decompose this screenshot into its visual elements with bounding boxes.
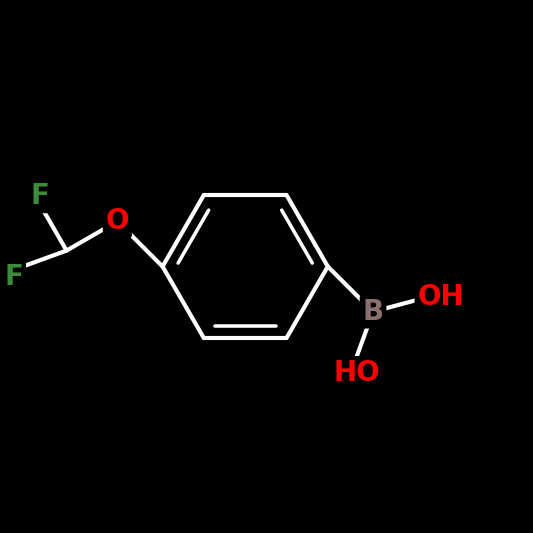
Text: F: F xyxy=(4,263,23,291)
Text: B: B xyxy=(362,298,384,326)
Text: OH: OH xyxy=(417,282,464,311)
Text: HO: HO xyxy=(333,359,380,387)
Text: O: O xyxy=(106,207,129,235)
Text: F: F xyxy=(30,182,50,211)
